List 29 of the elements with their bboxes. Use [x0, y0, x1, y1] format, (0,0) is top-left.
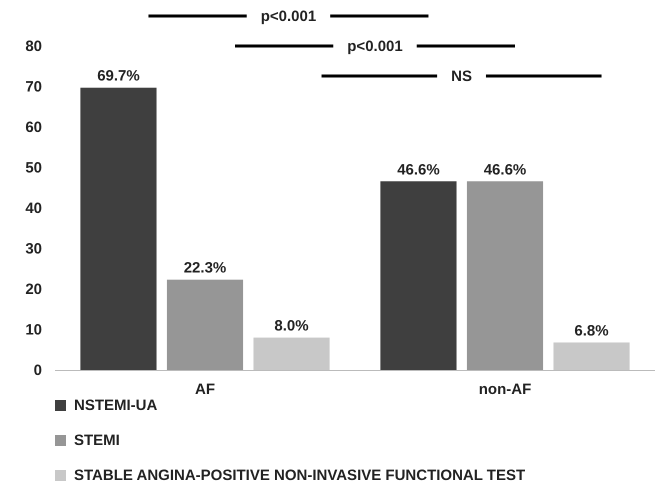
- legend-label: STABLE ANGINA-POSITIVE NON-INVASIVE FUNCTIONAL TEST: [74, 467, 526, 484]
- bar: [553, 342, 630, 370]
- legend-label: STEMI: [74, 432, 120, 449]
- bar: [166, 280, 244, 370]
- y-tick-label: 30: [25, 240, 42, 258]
- data-label: 8.0%: [274, 318, 309, 335]
- data-label: 6.8%: [574, 322, 609, 340]
- data-label: 69.7%: [97, 68, 140, 85]
- bar: [80, 88, 157, 370]
- y-tick-label: 10: [25, 321, 42, 338]
- annotation: NS: [451, 68, 472, 85]
- data-label: 46.6%: [484, 161, 526, 178]
- y-tick-label: 50: [25, 159, 42, 176]
- y-tick-label: 70: [25, 78, 42, 96]
- data-label: 22.3%: [184, 260, 226, 277]
- y-tick-label: 20: [25, 280, 42, 298]
- y-tick-label: 0: [34, 362, 42, 379]
- x-tick-label: non-AF: [478, 381, 532, 398]
- y-tick-label: 40: [25, 200, 42, 217]
- y-tick-label: 80: [25, 38, 42, 55]
- bar: [253, 338, 330, 370]
- x-tick-label: AF: [195, 381, 215, 398]
- text: p<0.001: [260, 8, 316, 25]
- legend-label: NSTEMI-UA: [74, 397, 158, 414]
- y-tick-label: 60: [25, 118, 42, 136]
- annotation: p<0.001: [347, 38, 403, 55]
- bar: [380, 181, 457, 370]
- bar: [466, 181, 544, 370]
- data-label: 46.6%: [397, 161, 440, 178]
